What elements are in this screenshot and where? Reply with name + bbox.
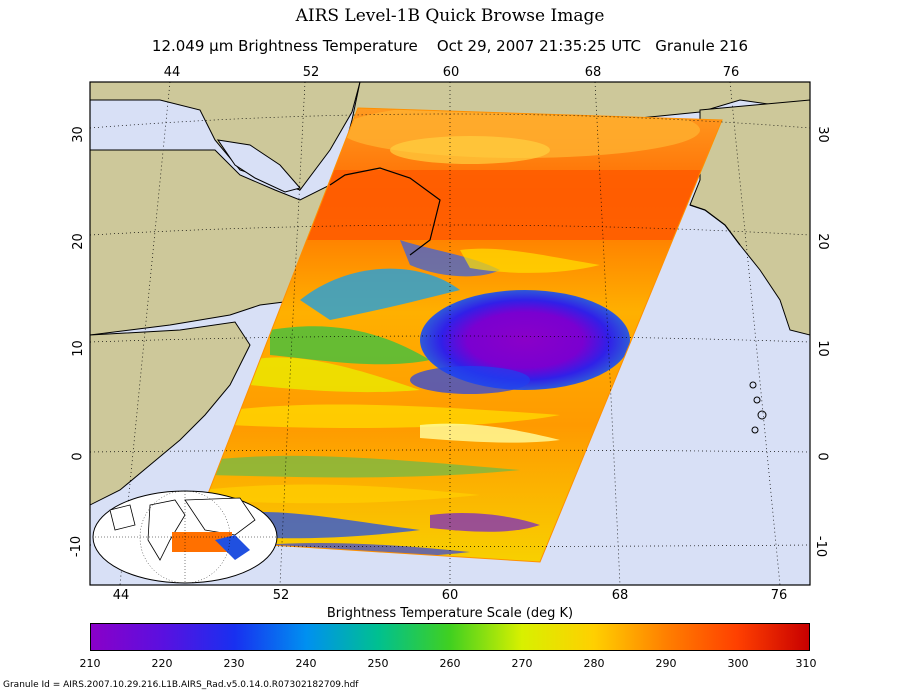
colorbar-tick: 230	[223, 657, 245, 670]
island	[753, 396, 761, 404]
lon-label-bottom: 68	[611, 588, 629, 603]
colorbar-tick: 280	[583, 657, 605, 670]
lat-label-right: 30	[814, 126, 830, 143]
colorbar-tick: 250	[367, 657, 389, 670]
colorbar-tick: 240	[295, 657, 317, 670]
colorbar-tick: 260	[439, 657, 461, 670]
lon-label-top: 44	[163, 65, 181, 80]
airs-swath	[189, 107, 723, 563]
image-title: AIRS Level-1B Quick Browse Image	[295, 6, 605, 26]
graticule	[90, 82, 810, 585]
image-subtitle: 12.049 μm Brightness Temperature Oct 29,…	[151, 37, 749, 55]
lon-label-bottom: 44	[112, 588, 130, 603]
land-india	[689, 99, 810, 336]
coastline	[329, 167, 441, 256]
colorbar-tick: 270	[511, 657, 533, 670]
lat-label-right: 0	[814, 452, 830, 461]
world-inset	[92, 490, 278, 584]
colorbar-tick: 210	[79, 657, 101, 670]
colorbar-tick: 310	[795, 657, 817, 670]
swath-outline	[189, 107, 723, 563]
lat-label-left: 30	[70, 126, 86, 143]
storm-core	[420, 290, 630, 390]
lon-label-bottom: 60	[441, 588, 459, 603]
lon-label-top: 60	[442, 65, 460, 80]
colorbar-tick: 220	[151, 657, 173, 670]
lon-label-top: 52	[302, 65, 320, 80]
granule-id: Granule Id = AIRS.2007.10.29.216.L1B.AIR…	[3, 680, 359, 690]
lat-label-right: 20	[814, 233, 830, 250]
map-frame	[89, 81, 811, 586]
lat-label-left: -10	[69, 535, 85, 558]
land-arabia-africa	[90, 82, 361, 191]
lat-label-right: -10	[813, 535, 829, 558]
lat-label-left: 0	[70, 452, 86, 461]
island	[757, 410, 767, 420]
lon-label-top: 68	[584, 65, 602, 80]
lat-label-left: 10	[70, 340, 86, 357]
island	[751, 426, 759, 434]
colorbar	[90, 623, 810, 651]
coastline-india	[689, 204, 741, 246]
island	[749, 381, 757, 389]
persian-gulf	[216, 139, 301, 193]
colorbar-tick: 300	[727, 657, 749, 670]
lat-label-right: 10	[814, 340, 830, 357]
land-horn-africa	[90, 321, 251, 506]
colorbar-tick: 290	[655, 657, 677, 670]
lon-label-top: 76	[722, 65, 740, 80]
lon-label-bottom: 76	[770, 588, 788, 603]
colorbar-title: Brightness Temperature Scale (deg K)	[326, 606, 574, 621]
lon-label-bottom: 52	[272, 588, 290, 603]
lat-label-left: 20	[70, 233, 86, 250]
